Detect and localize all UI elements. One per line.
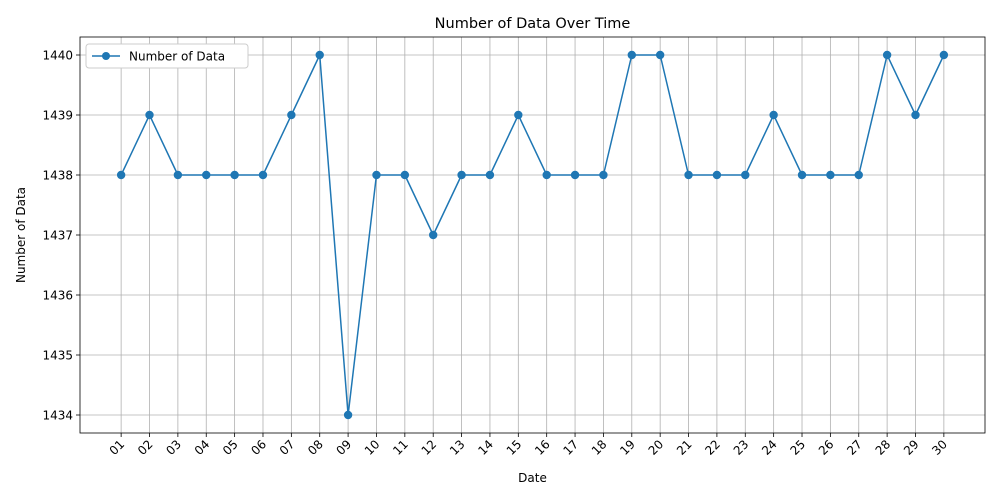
data-point — [315, 50, 324, 60]
chart-title: Number of Data Over Time — [435, 16, 631, 32]
y-axis-label: Number of Data — [14, 187, 28, 283]
y-tick-label: 1436 — [42, 289, 73, 303]
y-tick-label: 1437 — [42, 229, 73, 243]
data-point — [769, 110, 778, 120]
data-point — [684, 170, 693, 180]
data-point — [570, 170, 580, 180]
legend-box — [85, 43, 249, 69]
data-point — [655, 50, 665, 60]
data-point — [145, 110, 154, 120]
y-tick-label: 1435 — [42, 349, 73, 363]
data-point — [202, 170, 211, 180]
y-tick-label: 1440 — [42, 49, 73, 63]
data-point — [854, 170, 863, 180]
data-point — [882, 50, 892, 60]
data-point — [116, 170, 126, 180]
data-point — [429, 230, 438, 240]
data-point — [287, 110, 296, 120]
data-point — [457, 170, 466, 180]
data-point — [485, 170, 495, 180]
data-point — [400, 170, 410, 180]
series-line — [120, 54, 945, 416]
data-point — [372, 170, 381, 180]
legend-label: Number of Data — [129, 50, 225, 64]
data-point — [514, 110, 523, 120]
data-point — [599, 170, 608, 180]
series-layer — [116, 50, 949, 420]
y-tick-label: 1434 — [42, 409, 73, 423]
legend-marker — [102, 52, 110, 60]
grid — [80, 37, 985, 433]
data-point — [542, 170, 551, 180]
data-point — [741, 170, 750, 180]
data-point — [230, 170, 239, 180]
data-point — [343, 410, 353, 420]
data-point — [911, 110, 920, 120]
data-point — [712, 170, 722, 180]
data-point — [173, 170, 183, 180]
x-axis-label: Date — [518, 471, 547, 485]
data-point — [258, 170, 268, 180]
y-tick-label: 1439 — [42, 109, 73, 123]
data-point — [939, 50, 949, 60]
data-point — [826, 170, 835, 180]
y-tick-label: 1438 — [42, 169, 73, 183]
data-point — [797, 170, 807, 180]
data-point — [627, 50, 636, 60]
legend: Number of Data — [85, 43, 249, 69]
